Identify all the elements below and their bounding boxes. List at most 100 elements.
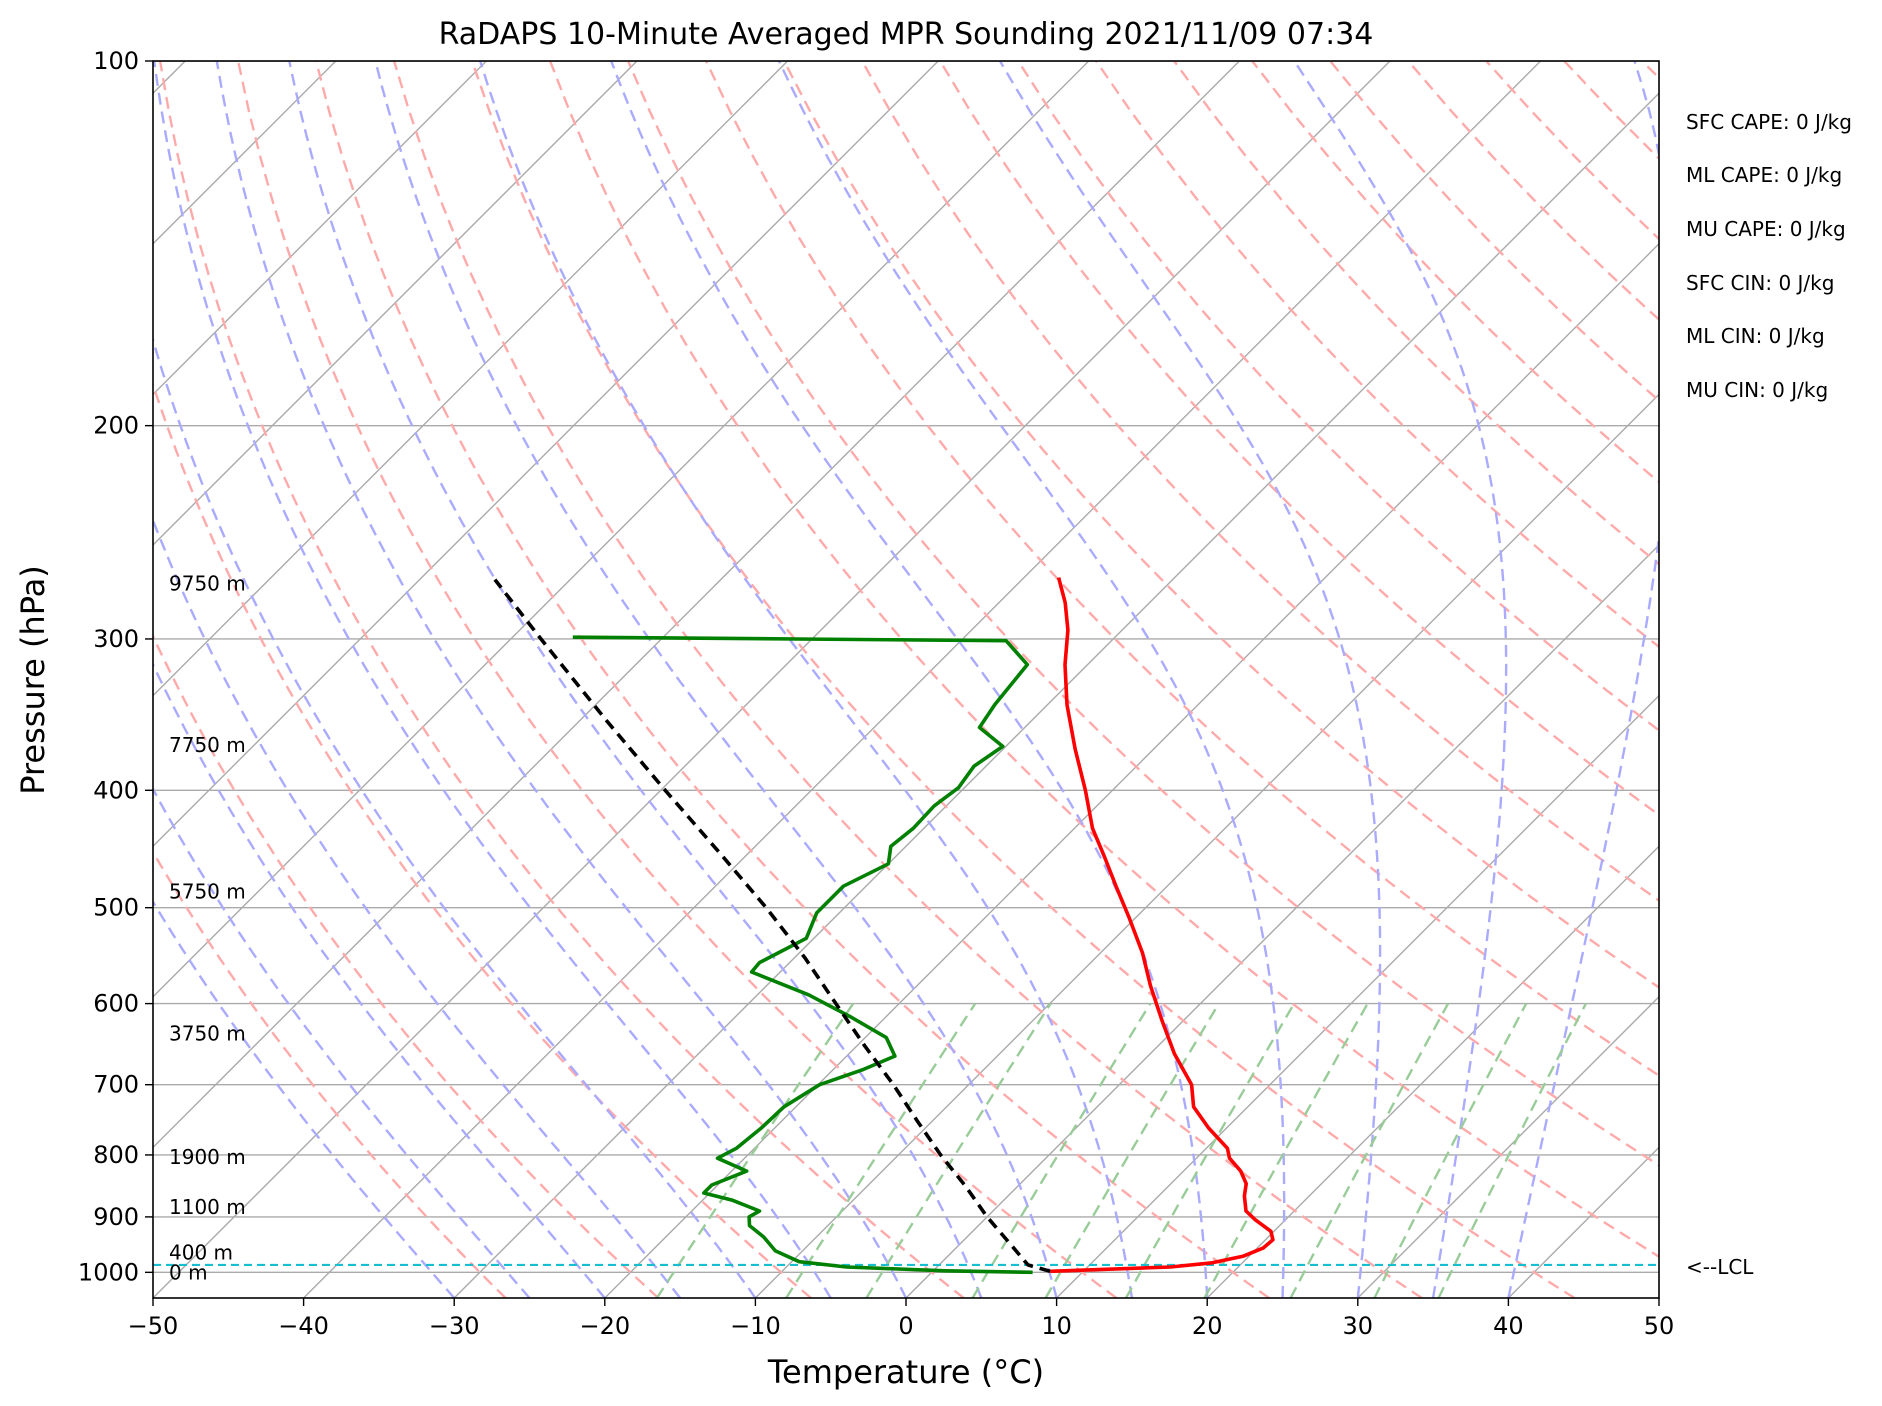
isotherm-line [153,61,789,697]
mixing-ratio-line [785,1002,977,1298]
dry-adiabat [1407,61,1659,322]
height-labels: 9750 m 7750 m 5750 m 3750 m 1900 m 1100 m 400 … [169,572,246,1285]
dry-adiabat [1641,61,1659,80]
x-tick-label: 0 [898,1312,913,1340]
x-axis-label: Temperature (°C) [767,1353,1044,1391]
mixing-ratio-line [1289,1003,1450,1298]
moist-adiabat [777,61,1286,1298]
axes: −50 −40 −30 −20 −10 0 10 20 30 40 50 100 200 300 400 50… [78,47,1674,1340]
y-tick-label: 200 [93,412,139,440]
isotherm-line [1056,694,1659,1298]
dry-adiabat [1485,61,1659,241]
height-label: 0 m [169,1260,208,1284]
dewpoint-trace [572,635,1033,1275]
dry-adiabat [153,633,660,1298]
dry-adiabat [236,61,1118,1298]
dry-adiabat [1017,61,1659,732]
index-ml-cape: ML CAPE: 0 J/kg [1686,163,1842,187]
dry-adiabat [626,61,1659,1167]
y-tick-label: 400 [93,776,139,804]
mixing-ratio-line [1373,1003,1528,1298]
isotherm-line [153,61,939,848]
dry-adiabat [1563,61,1659,161]
parcel-trace [493,578,1051,1274]
dry-adiabat [392,61,1423,1298]
isotherm-line [303,61,1542,1298]
isotherm-line [905,544,1659,1298]
dry-adiabat [705,61,1659,1078]
isotherm-line [153,61,1391,1298]
isotherm-line [453,92,1659,1298]
dry-adiabat [470,61,1576,1298]
isotherm-line [1507,1146,1659,1298]
dry-adiabat [1095,61,1659,649]
x-tick-label: −50 [128,1312,179,1340]
moist-adiabat [374,61,1058,1298]
moist-adiabat [215,61,908,1298]
y-tick-label: 100 [93,47,139,75]
moist-adiabat [288,61,983,1298]
moist-adiabat [153,335,757,1298]
isotherm-line [153,61,487,396]
height-label: 1100 m [169,1195,246,1219]
height-label: 5750 m [169,880,246,904]
mixing-ratio-line [971,1002,1152,1298]
mixing-ratio-line [1124,1002,1296,1298]
background-lines [153,61,1882,1298]
sounding-traces [153,577,1659,1275]
mixing-ratio-line [655,1002,855,1298]
dry-adiabat [1173,61,1659,566]
height-label: 9750 m [169,572,246,596]
isotherm-line [1206,845,1659,1298]
index-sfc-cape: SFC CAPE: 0 J/kg [1686,110,1852,134]
dry-adiabat [1329,61,1659,403]
chart-title: RaDAPS 10-Minute Averaged MPR Sounding 2… [439,17,1374,52]
index-mu-cin: MU CIN: 0 J/kg [1686,378,1828,402]
moist-adiabat [153,661,606,1298]
moist-adiabat [153,517,682,1298]
x-tick-label: 10 [1041,1312,1072,1340]
x-tick-label: −10 [730,1312,781,1340]
index-ml-cin: ML CIN: 0 J/kg [1686,324,1825,348]
x-tick-label: −30 [429,1312,480,1340]
height-label: 1900 m [169,1145,246,1169]
isotherm-line [153,61,1090,998]
dry-adiabat [939,61,1659,817]
height-label: 7750 m [169,733,246,757]
isotherm-line [153,61,638,546]
dry-adiabat [783,61,1659,989]
x-tick-label: 50 [1644,1312,1675,1340]
isotherm-line [153,61,1240,1149]
height-label: 3750 m [169,1021,246,1045]
lcl-label: <--LCL [1686,1255,1754,1279]
indices-panel: SFC CAPE: 0 J/kg ML CAPE: 0 J/kg MU CAPE… [1686,110,1852,402]
y-tick-label: 500 [93,894,139,922]
dry-adiabat [548,61,1659,1259]
mixing-ratio-line [1437,1003,1587,1298]
plot-frame [152,60,1660,1299]
y-tick-label: 900 [93,1203,139,1231]
moist-adiabat [153,786,531,1298]
y-tick-label: 700 [93,1071,139,1099]
y-tick-label: 300 [93,625,139,653]
dry-adiabat [1251,61,1659,484]
isotherm-line [1658,1297,1659,1298]
moist-adiabat [610,61,1209,1298]
isotherm-line [1357,995,1659,1298]
moist-adiabat [1507,61,1659,1298]
moist-adiabat [479,61,1134,1298]
isotherm-line [754,393,1659,1298]
y-tick-label: 800 [93,1141,139,1169]
dry-adiabat [1720,61,1882,1298]
dry-adiabat [158,61,965,1298]
x-tick-label: 20 [1192,1312,1223,1340]
index-mu-cape: MU CAPE: 0 J/kg [1686,217,1846,241]
y-axis-label: Pressure (hPa) [14,565,52,795]
dry-adiabat [314,61,1270,1298]
moist-adiabat [1293,61,1508,1298]
mixing-ratio-line [865,1002,1052,1298]
mixing-ratio-line [1044,1002,1220,1298]
moist-adiabat [153,61,832,1298]
moist-adiabat [153,899,456,1298]
